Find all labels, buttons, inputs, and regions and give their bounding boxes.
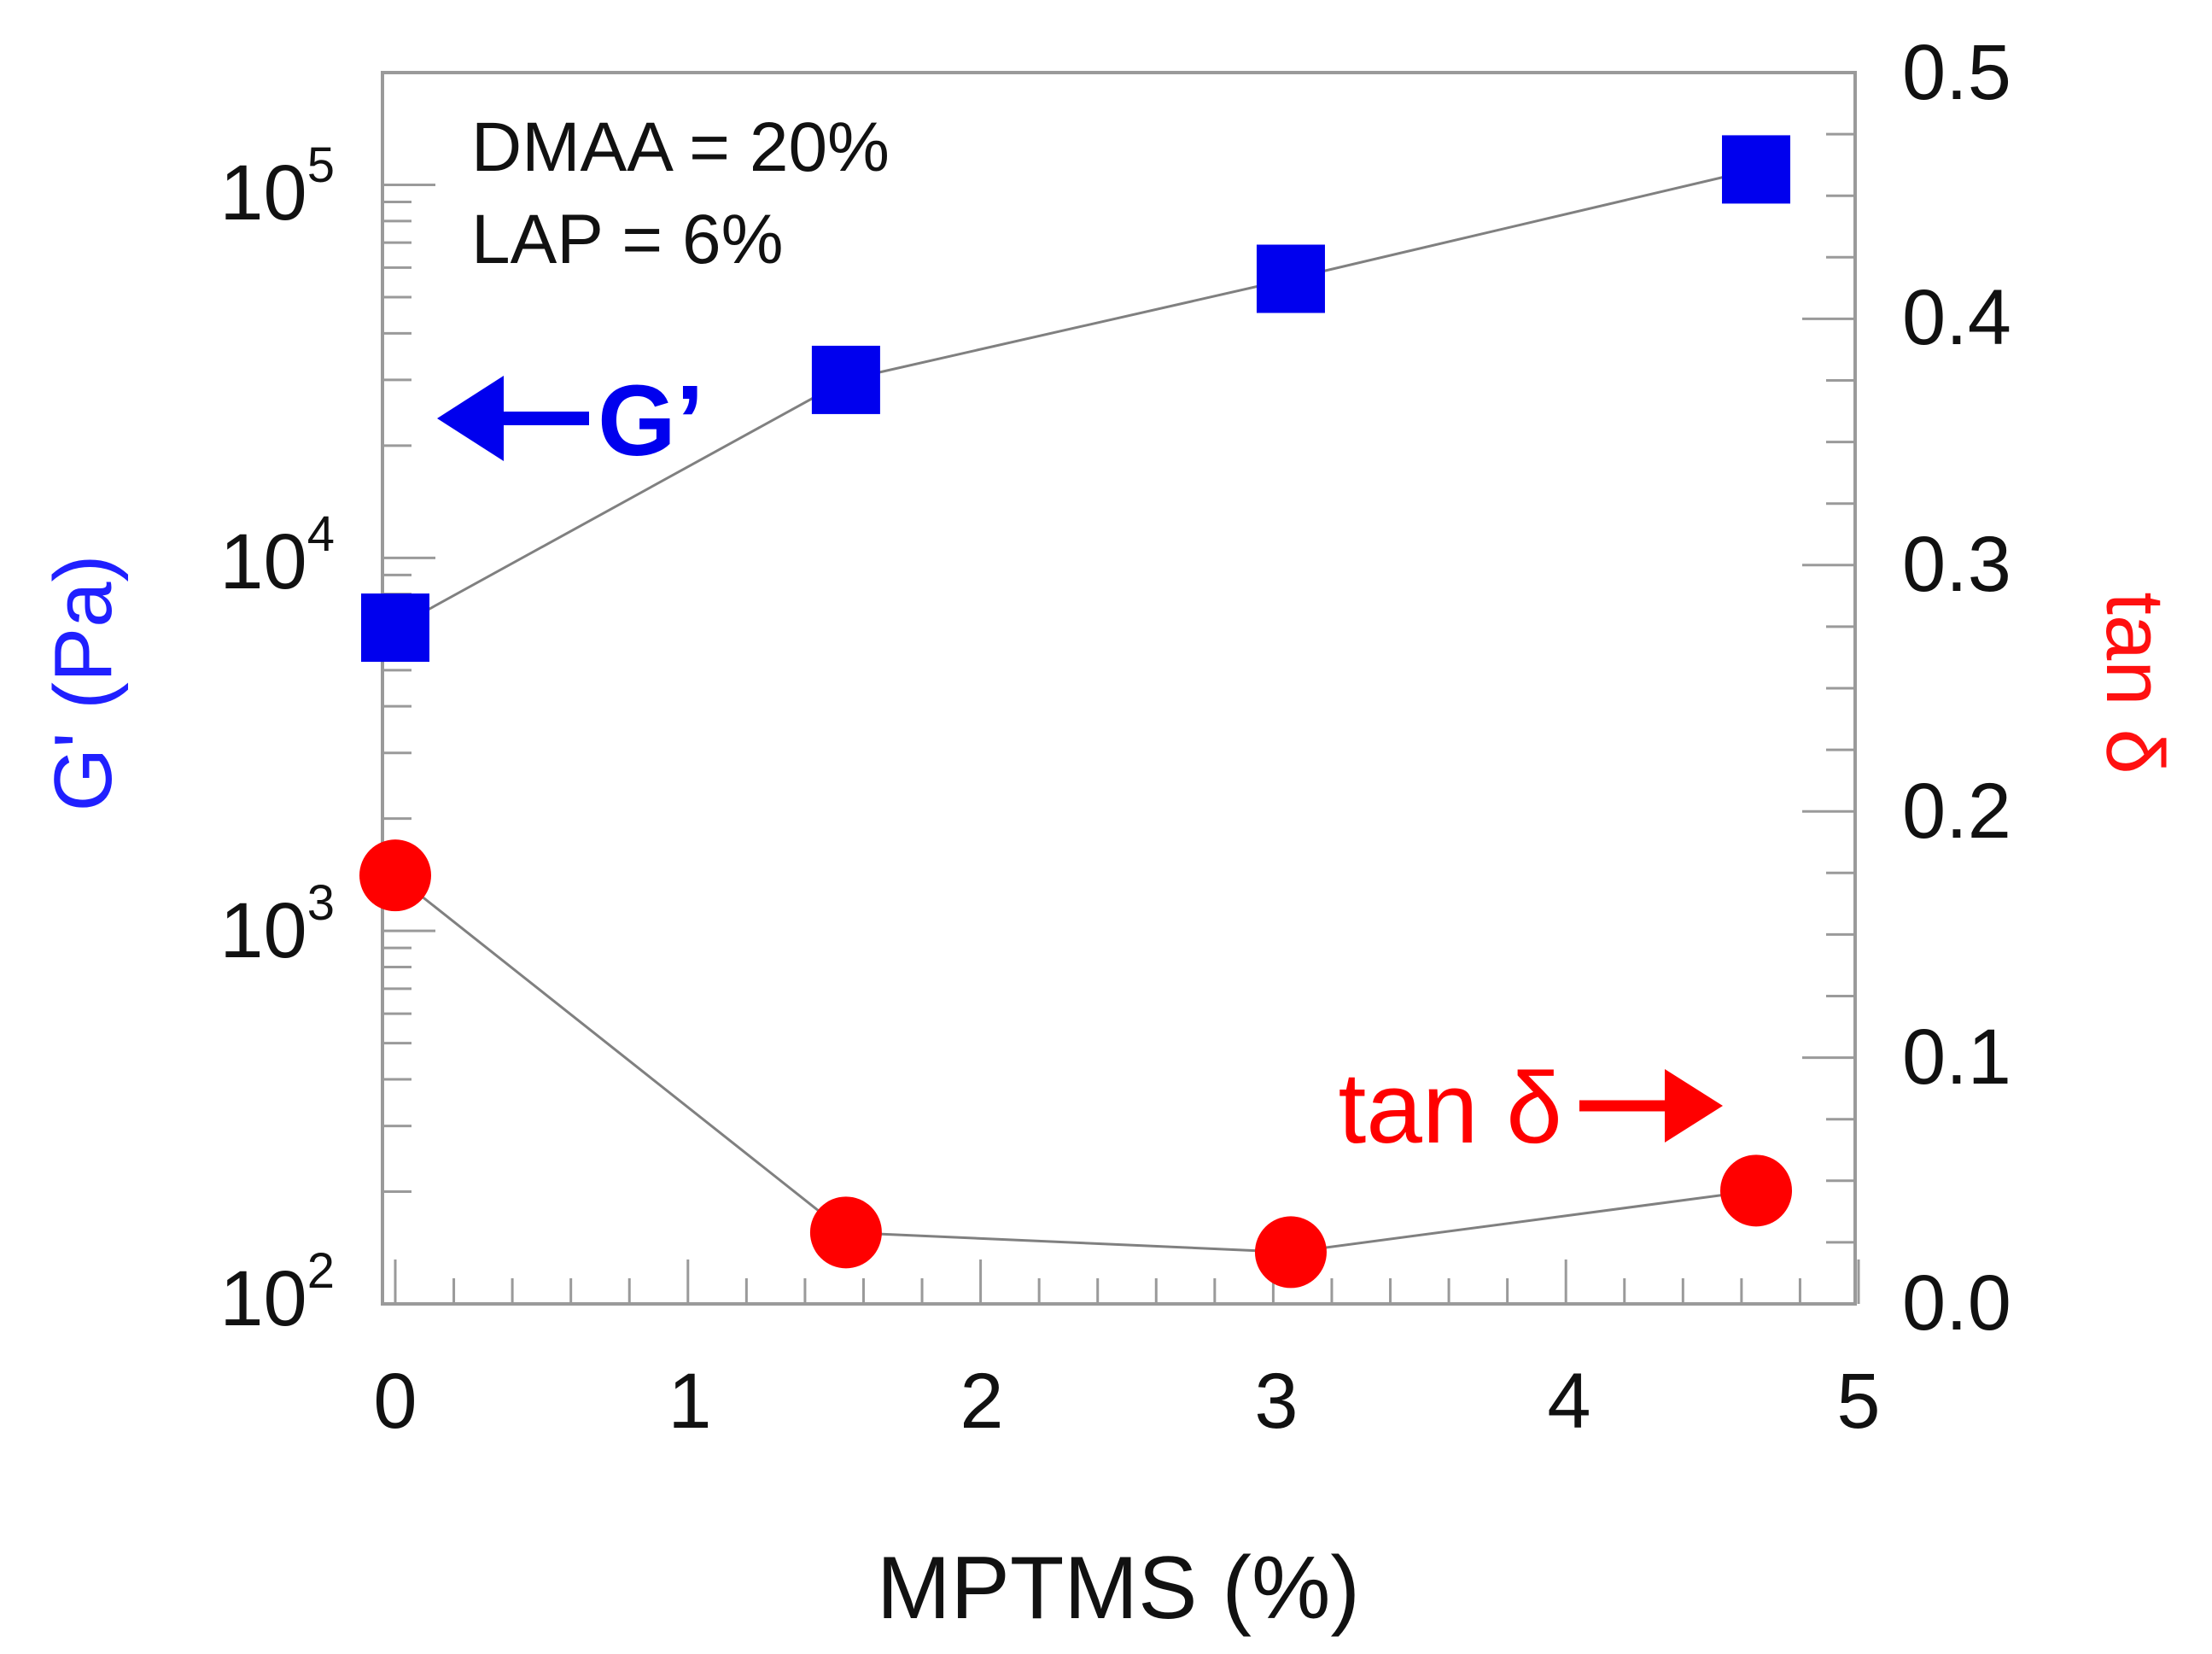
- left-axis-tick-labels: 102 103 104 105: [219, 137, 335, 1342]
- left-axis-title: G' (Pa): [38, 554, 129, 811]
- right-tick-label: 0.0: [1902, 1259, 2011, 1347]
- right-tick-label: 0.5: [1902, 29, 2011, 116]
- lap-note: LAP = 6%: [471, 201, 783, 278]
- x-tick-label: 4: [1547, 1358, 1590, 1445]
- right-tick-label: 0.3: [1902, 521, 2011, 608]
- tan-delta-point: [809, 1196, 882, 1269]
- tan-delta-callout-label: tan δ: [1338, 1052, 1562, 1165]
- left-tick-label: 103: [219, 875, 335, 974]
- tan-delta-series-line: [394, 874, 1757, 1254]
- left-axis-ticks: [382, 71, 435, 1306]
- g-prime-callout-label: G’: [598, 365, 704, 477]
- x-tick-label: 5: [1836, 1358, 1880, 1445]
- right-tick-label: 0.2: [1902, 768, 2011, 855]
- series-lines: [394, 167, 1757, 1254]
- x-tick-label: 3: [1254, 1358, 1298, 1445]
- tan-delta-point: [359, 839, 431, 912]
- x-axis-ticks: [394, 1259, 1860, 1304]
- right-axis-title: tan δ: [2089, 592, 2180, 774]
- g-prime-point: [811, 345, 880, 414]
- g-prime-point: [361, 593, 429, 663]
- g-prime-point: [1256, 244, 1325, 313]
- g-prime-point: [1722, 135, 1791, 204]
- left-tick-label: 102: [219, 1243, 335, 1342]
- right-tick-label: 0.1: [1902, 1014, 2011, 1101]
- tan-delta-callout: tan δ: [1338, 1052, 1723, 1165]
- tan-delta-point: [1254, 1216, 1327, 1289]
- tan-delta-point: [1720, 1154, 1793, 1227]
- series-markers: [359, 135, 1793, 1289]
- right-tick-label: 0.4: [1902, 274, 2011, 361]
- left-tick-label: 104: [219, 506, 335, 605]
- left-arrow-head-icon: [437, 376, 504, 461]
- x-tick-label: 2: [960, 1358, 1003, 1445]
- right-axis-ticks: [1802, 71, 1855, 1306]
- g-prime-series-line: [394, 167, 1757, 629]
- left-tick-label: 105: [219, 137, 335, 237]
- dmaa-note: DMAA = 20%: [471, 108, 890, 186]
- x-axis-tick-labels: 0 1 2 3 4 5: [373, 1358, 1880, 1445]
- right-arrow-head-icon: [1665, 1069, 1723, 1143]
- right-axis-tick-labels: 0.0 0.1 0.2 0.3 0.4 0.5: [1902, 29, 2011, 1347]
- g-prime-callout: G’: [437, 365, 704, 477]
- x-axis-title: MPTMS (%): [877, 1539, 1360, 1638]
- x-tick-label: 1: [668, 1358, 711, 1445]
- x-tick-label: 0: [373, 1358, 417, 1445]
